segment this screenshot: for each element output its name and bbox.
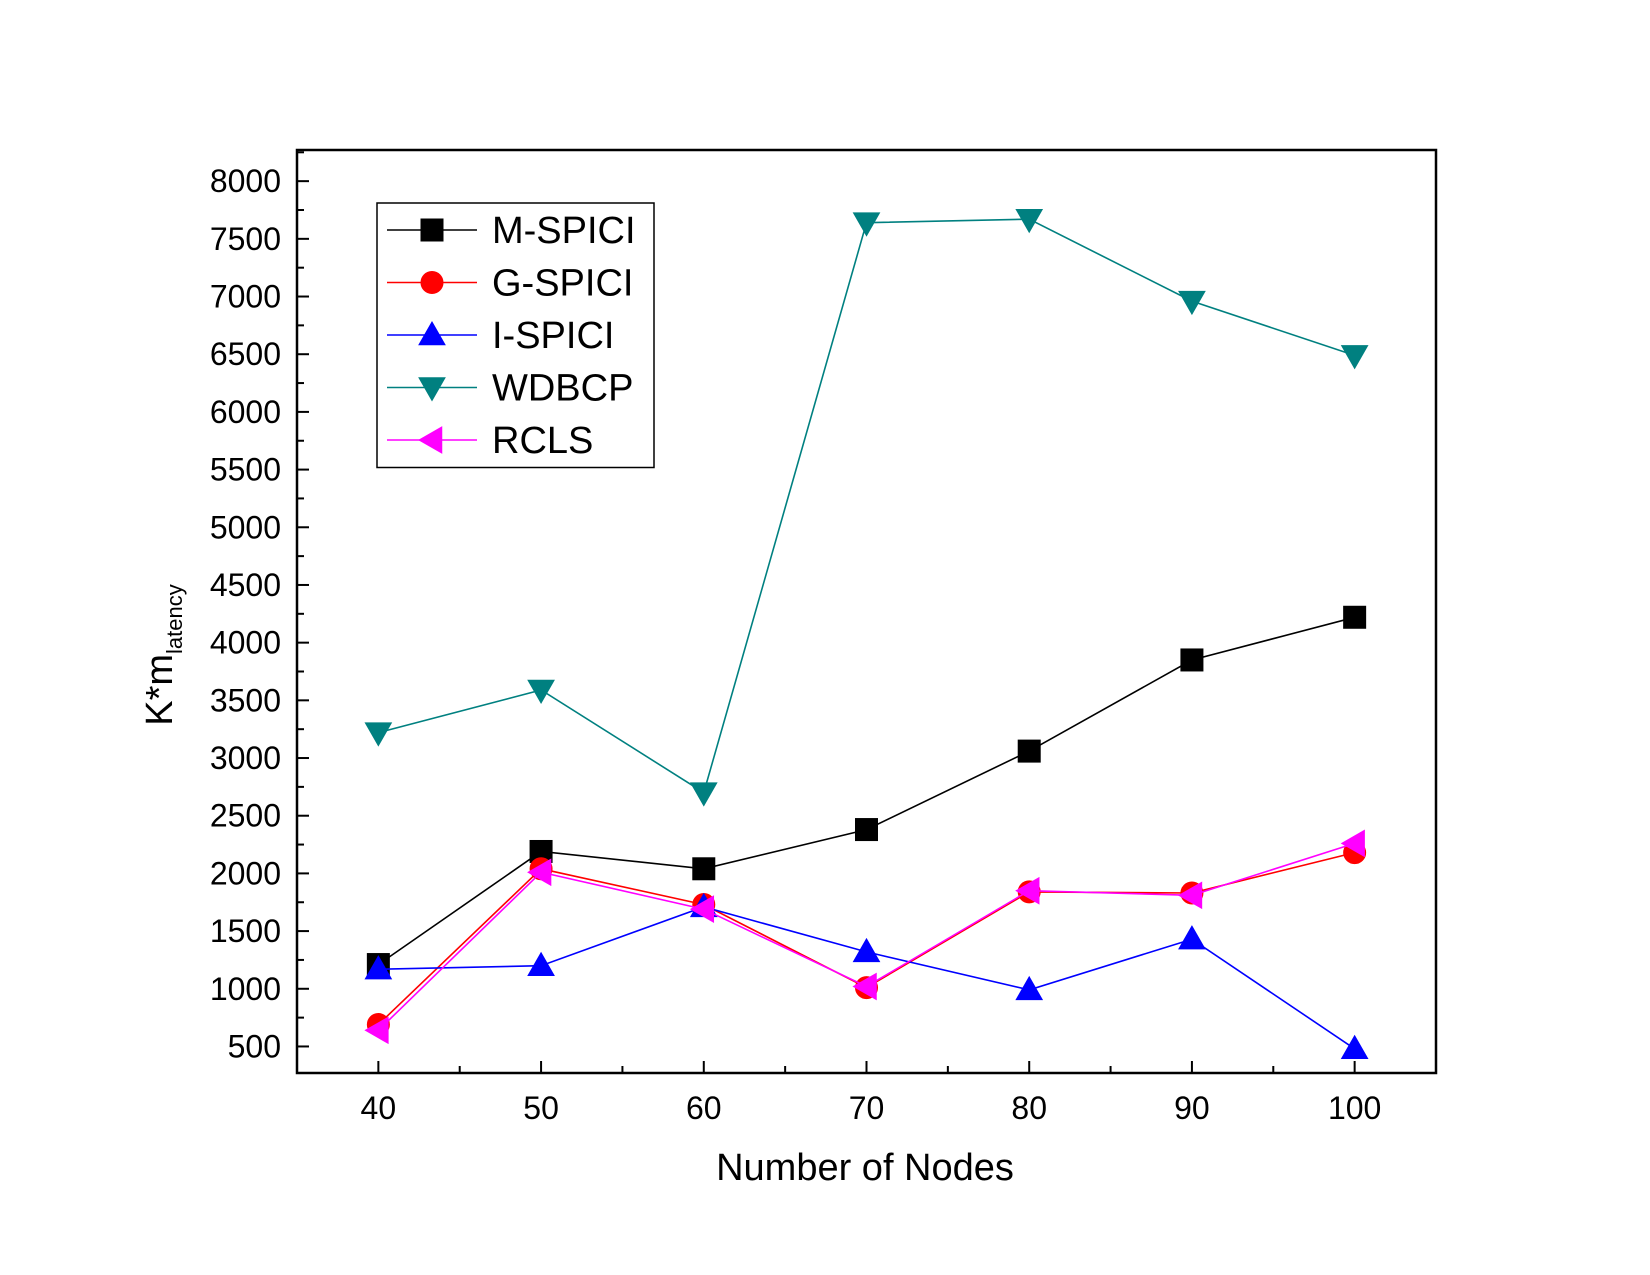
data-point-m-spici (1343, 605, 1367, 629)
series-m-spici (366, 605, 1367, 977)
x-tick-label: 40 (361, 1090, 397, 1126)
legend-item-m-spici: M-SPICI (387, 210, 636, 252)
x-tick-label: 70 (849, 1090, 885, 1126)
y-tick-label: 2000 (210, 855, 281, 891)
data-point-rcls (852, 972, 877, 1001)
y-tick-label: 3500 (210, 682, 281, 718)
series-line-rcls (377, 842, 1355, 1031)
y-tick-label: 5000 (210, 509, 281, 545)
data-point-i-spici (1340, 1034, 1369, 1060)
data-point-i-spici (527, 951, 555, 976)
legend-label: M-SPICI (492, 210, 636, 252)
x-axis-label: Number of Nodes (716, 1147, 1014, 1189)
series-rcls (364, 829, 1365, 1045)
data-point-wdbcp (1340, 345, 1369, 370)
legend-item-g-spici: G-SPICI (387, 263, 633, 305)
y-tick-label: 7500 (210, 221, 281, 257)
axes: 40 50 60 70 80 90 100 500 1000 1500 2000 2500 3000 35… (210, 148, 1438, 1126)
y-tick-label: 4000 (210, 625, 281, 661)
legend-item-rcls: RCLS (387, 420, 593, 462)
data-point-rcls (527, 858, 552, 887)
legend-item-wdbcp: WDBCP (387, 368, 633, 410)
data-point-rcls (1177, 881, 1203, 910)
y-tick-label: 500 (228, 1028, 281, 1064)
legend-item-i-spici: I-SPICI (387, 315, 614, 357)
data-point-rcls (364, 1016, 389, 1045)
y-tick-label: 8000 (210, 163, 281, 199)
y-axis-label-subscript: latency (162, 584, 187, 654)
data-point-wdbcp (1178, 290, 1206, 316)
plot-area (364, 208, 1369, 1060)
legend-label: G-SPICI (492, 263, 633, 305)
data-point-i-spici (364, 955, 393, 980)
data-point-rcls (689, 895, 715, 924)
data-point-m-spici (692, 857, 716, 881)
data-point-m-spici (1180, 648, 1204, 672)
y-tick-label: 7000 (210, 279, 281, 315)
legend-marker (417, 426, 443, 454)
x-tick-label: 50 (523, 1090, 559, 1126)
data-point-wdbcp (527, 679, 555, 704)
x-tick-label: 80 (1011, 1090, 1047, 1126)
y-tick-label: 1500 (210, 913, 281, 949)
series-wdbcp (364, 208, 1369, 807)
legend-marker (420, 271, 444, 294)
x-tick-label: 100 (1328, 1090, 1381, 1126)
data-point-i-spici (1015, 975, 1044, 1001)
data-point-m-spici (855, 818, 878, 842)
data-point-wdbcp (689, 782, 718, 807)
data-point-wdbcp (852, 212, 881, 237)
y-tick-label: 2500 (210, 798, 281, 834)
y-tick-label: 6500 (210, 336, 281, 372)
y-axis-label-main: K*m (139, 654, 181, 726)
x-tick-label: 60 (686, 1090, 722, 1126)
y-axis-label: K*mlatency (139, 584, 187, 726)
legend-label: I-SPICI (492, 315, 614, 357)
legend-marker (420, 218, 444, 242)
data-point-i-spici (1178, 925, 1206, 950)
series-line-m-spici (377, 616, 1355, 966)
y-tick-label: 6000 (210, 394, 281, 430)
legend-label: RCLS (492, 420, 593, 462)
y-tick-label: 3000 (210, 740, 281, 776)
legend-marker (418, 320, 446, 346)
y-tick-label: 1000 (210, 971, 281, 1007)
x-tick-label: 90 (1174, 1090, 1210, 1126)
y-tick-label: 4500 (210, 567, 281, 603)
legend-label: WDBCP (492, 368, 633, 410)
legend: M-SPICI G-SPICI I-SPICI WDBCP RCLS (376, 202, 655, 469)
data-point-wdbcp (1015, 208, 1044, 234)
data-point-rcls (1015, 876, 1040, 905)
data-point-m-spici (1017, 739, 1041, 763)
data-point-i-spici (852, 937, 881, 963)
y-tick-label: 5500 (210, 452, 281, 488)
data-point-wdbcp (364, 722, 393, 747)
data-point-rcls (1340, 829, 1365, 858)
legend-marker (418, 377, 446, 402)
